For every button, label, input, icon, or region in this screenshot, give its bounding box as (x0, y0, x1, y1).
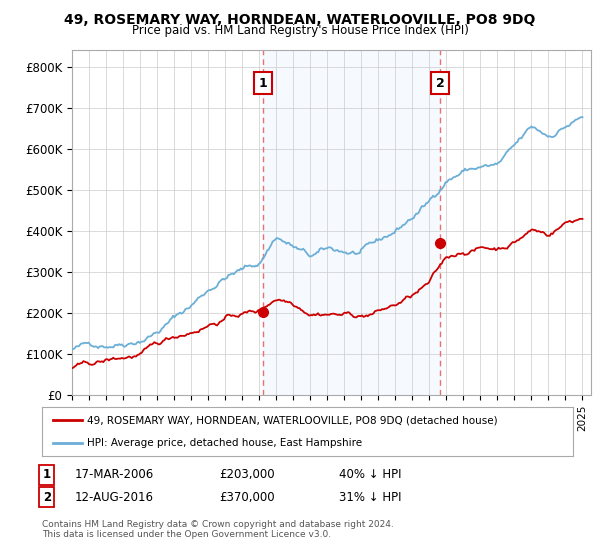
Text: £203,000: £203,000 (219, 468, 275, 482)
Text: 1: 1 (259, 77, 267, 90)
Text: 2: 2 (436, 77, 444, 90)
Text: 40% ↓ HPI: 40% ↓ HPI (339, 468, 401, 482)
Text: 17-MAR-2006: 17-MAR-2006 (75, 468, 154, 482)
Text: 12-AUG-2016: 12-AUG-2016 (75, 491, 154, 504)
Text: 49, ROSEMARY WAY, HORNDEAN, WATERLOOVILLE, PO8 9DQ: 49, ROSEMARY WAY, HORNDEAN, WATERLOOVILL… (64, 13, 536, 27)
Text: £370,000: £370,000 (219, 491, 275, 504)
Text: Contains HM Land Registry data © Crown copyright and database right 2024.
This d: Contains HM Land Registry data © Crown c… (42, 520, 394, 539)
Text: 2: 2 (43, 491, 51, 504)
Bar (263, 50, 440, 395)
Text: Price paid vs. HM Land Registry's House Price Index (HPI): Price paid vs. HM Land Registry's House … (131, 24, 469, 36)
Text: HPI: Average price, detached house, East Hampshire: HPI: Average price, detached house, East… (87, 438, 362, 448)
Text: 1: 1 (43, 468, 51, 482)
Text: 31% ↓ HPI: 31% ↓ HPI (339, 491, 401, 504)
Text: 49, ROSEMARY WAY, HORNDEAN, WATERLOOVILLE, PO8 9DQ (detached house): 49, ROSEMARY WAY, HORNDEAN, WATERLOOVILL… (87, 416, 498, 426)
